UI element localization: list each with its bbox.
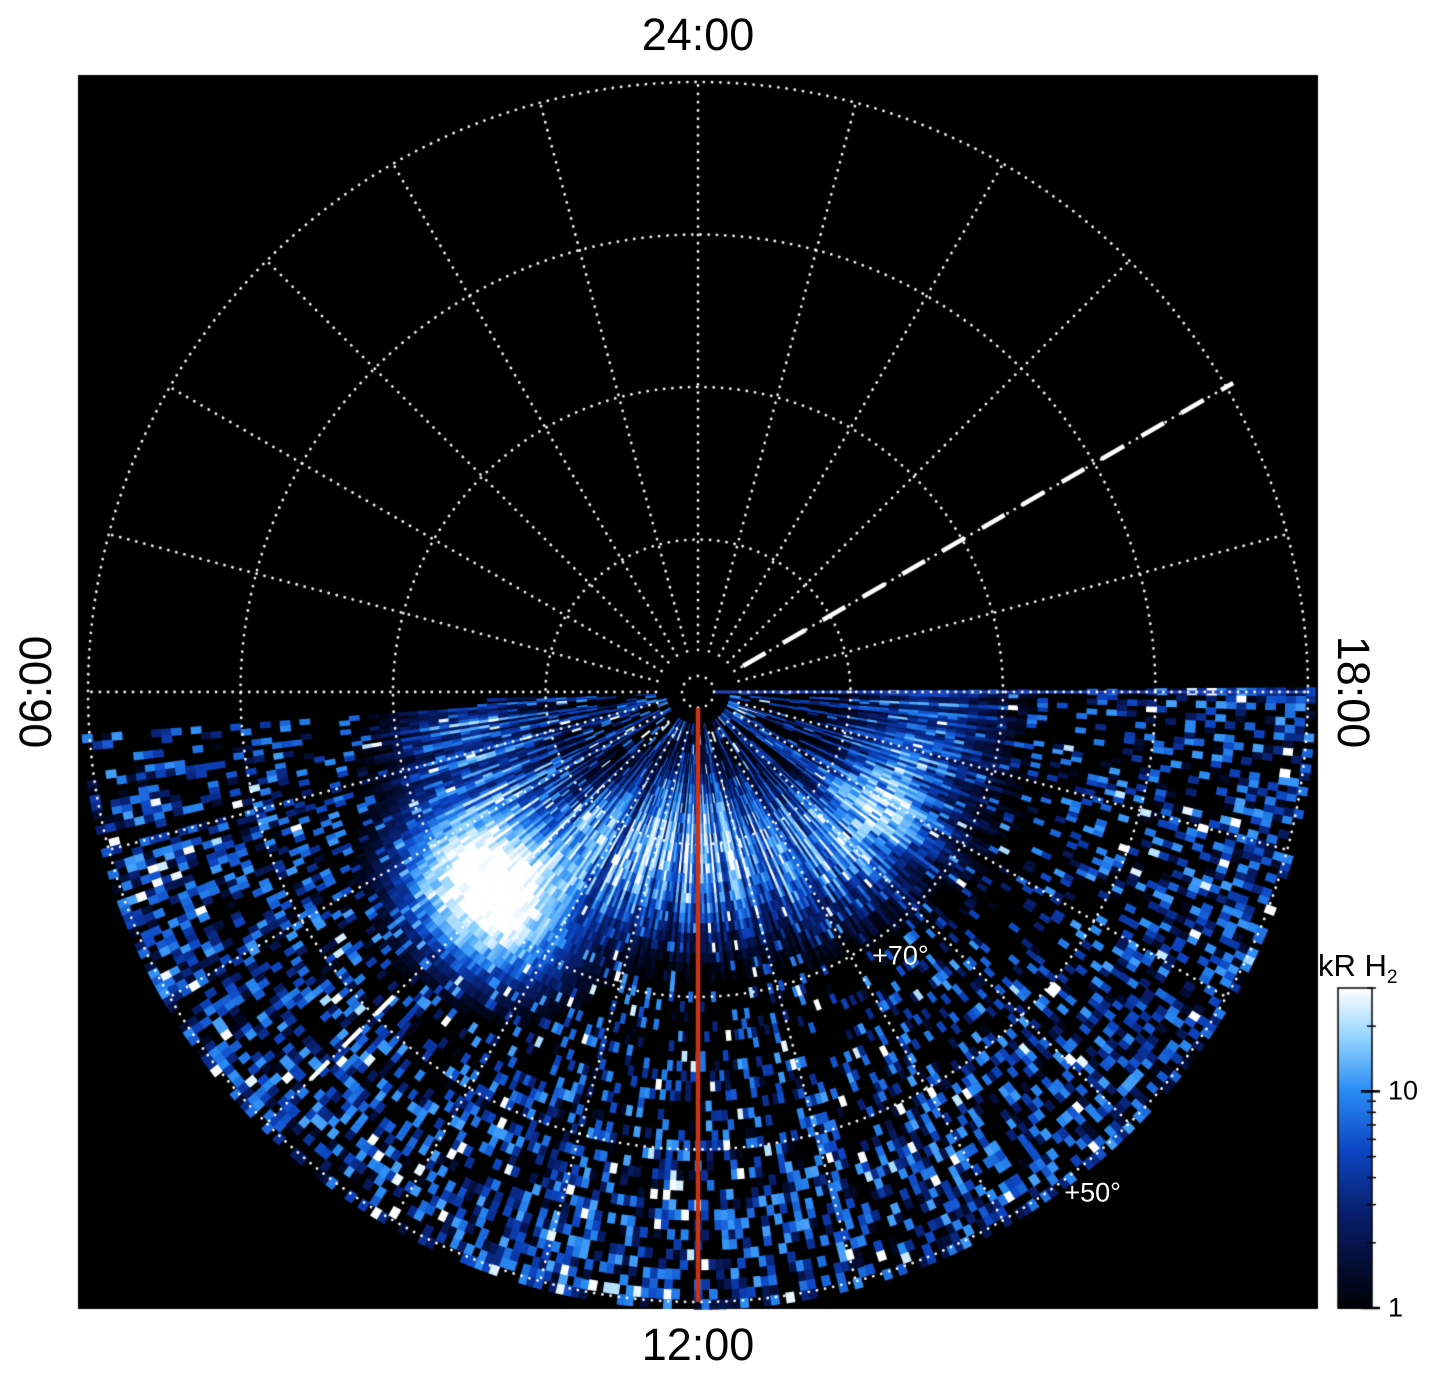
colorbar-tick-label-1: 1	[1388, 1292, 1404, 1323]
colorbar-title-text: kR H	[1318, 948, 1387, 983]
colorbar-tick-label-10: 10	[1388, 1075, 1419, 1106]
time-label-1800: 18:00	[1328, 635, 1379, 749]
time-label-1200: 12:00	[641, 1319, 755, 1370]
latitude-label-50: +50°	[1064, 1177, 1121, 1208]
latitude-label-70: +70°	[872, 940, 929, 971]
colorbar-title: kR H2	[1318, 948, 1398, 989]
time-label-2400: 24:00	[641, 9, 755, 60]
colorbar-title-subscript: 2	[1386, 967, 1398, 989]
time-label-0600: 06:00	[10, 635, 61, 749]
